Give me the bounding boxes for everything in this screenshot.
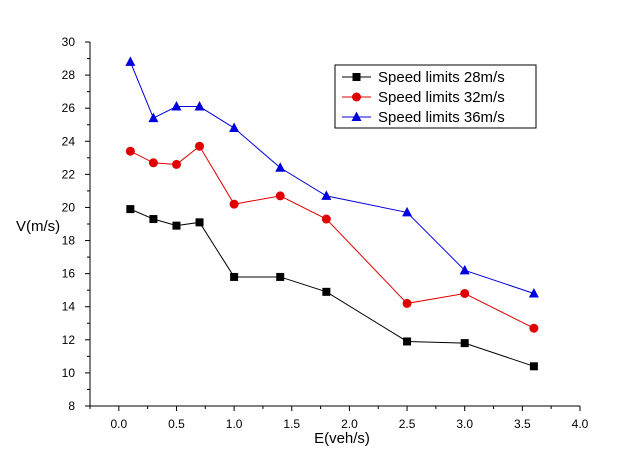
y-tick-label: 22 <box>62 167 76 181</box>
x-tick-label: 0.0 <box>110 417 127 431</box>
series-2 <box>125 141 539 333</box>
data-point-square <box>276 272 285 281</box>
data-point-circle <box>148 158 158 168</box>
y-tick-label: 8 <box>68 399 75 413</box>
data-point-triangle <box>402 206 413 217</box>
data-point-triangle <box>351 111 362 121</box>
x-tick-label: 4.0 <box>572 417 589 431</box>
data-point-circle <box>460 288 470 298</box>
legend-items: Speed limits 28m/s Speed limits 32m/s Spee… <box>342 69 505 126</box>
y-tick-label: 10 <box>62 366 76 380</box>
x-tick-label: 0.5 <box>168 417 185 431</box>
legend-label: Speed limits 32m/s <box>378 89 505 106</box>
data-point-circle <box>171 159 181 169</box>
data-point-triangle <box>275 162 286 172</box>
data-point-square <box>230 272 239 281</box>
y-tick-label: 30 <box>62 35 76 49</box>
x-tick-label: 1.0 <box>226 417 243 431</box>
series-line <box>130 208 535 367</box>
x-tick-label: 2.0 <box>341 417 358 431</box>
series-layer <box>125 56 539 371</box>
series-1 <box>126 205 538 371</box>
data-point-circle <box>352 92 361 102</box>
y-tick-label: 14 <box>62 300 76 314</box>
legend-entry: Speed limits 28m/s <box>342 69 505 86</box>
y-tick-label: 16 <box>62 267 76 281</box>
legend: Speed limits 28m/s Speed limits 32m/s Spee… <box>334 64 537 129</box>
data-point-square <box>195 218 204 227</box>
data-point-square <box>529 362 538 371</box>
data-point-circle <box>125 146 135 156</box>
data-point-triangle <box>125 56 136 66</box>
data-point-square <box>460 339 469 348</box>
x-axis-title: E(veh/s) <box>314 430 370 447</box>
data-point-triangle <box>459 264 470 275</box>
data-point-triangle <box>528 287 539 298</box>
data-point-square <box>403 337 412 346</box>
data-point-circle <box>402 298 412 308</box>
data-point-triangle <box>194 101 205 111</box>
legend-label: Speed limits 28m/s <box>378 69 505 86</box>
series-3 <box>125 56 539 298</box>
y-ticks: 8 10 12 14 16 18 20 22 24 26 28 30 <box>62 35 90 413</box>
data-point-square <box>322 287 331 296</box>
data-point-circle <box>275 191 285 201</box>
y-axis-title: V(m/s) <box>16 218 60 235</box>
x-ticks: 0.0 0.5 1.0 1.5 2.0 2.5 3.0 3.5 4.0 <box>89 406 589 431</box>
series-line <box>130 145 535 329</box>
data-point-triangle <box>171 101 182 111</box>
data-point-circle <box>229 199 239 209</box>
series-line <box>129 61 535 294</box>
legend-entry: Speed limits 32m/s <box>342 89 505 106</box>
data-point-circle <box>529 323 539 333</box>
y-tick-label: 18 <box>62 234 76 248</box>
y-tick-label: 26 <box>62 101 76 115</box>
x-tick-label: 2.5 <box>399 417 416 431</box>
legend-label: Speed limits 36m/s <box>378 109 505 126</box>
data-point-circle <box>321 214 331 224</box>
data-point-circle <box>195 141 205 151</box>
data-point-triangle <box>229 122 240 133</box>
data-point-triangle <box>321 190 332 200</box>
data-point-square <box>352 73 361 81</box>
data-point-square <box>172 221 181 230</box>
data-point-triangle <box>148 112 159 123</box>
y-tick-label: 20 <box>62 200 76 214</box>
x-tick-label: 3.0 <box>456 417 473 431</box>
y-tick-label: 24 <box>62 134 76 148</box>
legend-entry: Speed limits 36m/s <box>342 109 505 126</box>
y-tick-label: 28 <box>62 68 76 82</box>
y-tick-label: 12 <box>62 333 76 347</box>
data-point-square <box>149 215 158 224</box>
x-tick-label: 1.5 <box>283 417 300 431</box>
data-point-square <box>126 205 135 214</box>
x-tick-label: 3.5 <box>514 417 531 431</box>
